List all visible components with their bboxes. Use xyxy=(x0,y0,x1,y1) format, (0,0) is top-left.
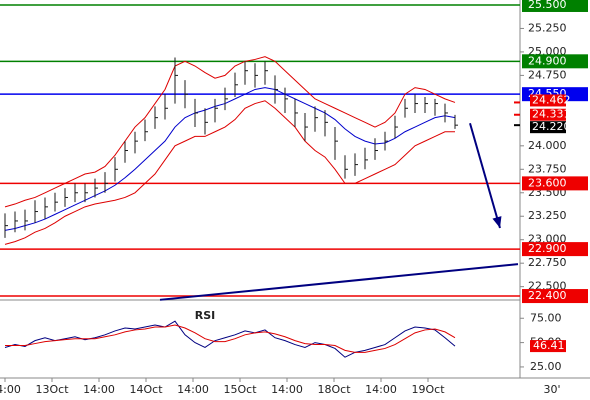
level-box xyxy=(522,242,588,257)
y-tick-label: 25.250 xyxy=(528,21,567,34)
level-box xyxy=(522,176,588,191)
last-value-label: 24.220 xyxy=(532,120,571,133)
indicator-line xyxy=(4,56,456,208)
indicator-line xyxy=(4,100,455,245)
last-value-box xyxy=(530,121,566,134)
rsi-title: RSI xyxy=(195,309,216,322)
x-tick-label: 14:00 xyxy=(0,383,21,396)
y-tick-label: 23.250 xyxy=(528,209,567,222)
y-tick-label: 22.750 xyxy=(528,256,567,269)
x-tick-label: 14:00 xyxy=(177,383,209,396)
rsi-value-label: 46.41 xyxy=(533,339,565,352)
period-label: 30' xyxy=(543,383,560,396)
last-value-label: 24.331 xyxy=(532,108,571,121)
last-value-box xyxy=(530,94,566,107)
y-tick-label: 24.750 xyxy=(528,68,567,81)
level-label: 25.500 xyxy=(528,0,567,11)
x-tick-label: 18Oct xyxy=(317,383,351,396)
x-tick-label: 19Oct xyxy=(411,383,445,396)
x-tick-label: 14Oct xyxy=(129,383,163,396)
level-box xyxy=(522,289,588,304)
level-label: 22.400 xyxy=(528,289,567,302)
indicator-line xyxy=(4,87,456,231)
y-tick-label: 23.750 xyxy=(528,162,567,175)
arrow-head xyxy=(492,216,502,228)
x-tick-label: 15Oct xyxy=(223,383,257,396)
rsi-tick-label: 75.00 xyxy=(530,311,562,324)
x-tick-label: 14:00 xyxy=(365,383,397,396)
rsi-value-box xyxy=(530,340,566,353)
y-tick-label: 24.000 xyxy=(528,139,567,152)
rsi-tick-label: 25.00 xyxy=(530,360,562,373)
x-tick-label: 13Oct xyxy=(35,383,69,396)
last-value-label: 24.462 xyxy=(532,93,571,106)
x-tick-label: 14:00 xyxy=(271,383,303,396)
level-label: 24.900 xyxy=(528,54,567,67)
last-value-box xyxy=(530,108,566,121)
x-tick-label: 14:00 xyxy=(83,383,115,396)
rsi-line xyxy=(5,324,456,353)
level-label: 22.900 xyxy=(528,242,567,255)
arrow-shaft xyxy=(469,123,501,229)
level-box xyxy=(522,54,588,69)
trend-line xyxy=(159,263,519,301)
level-label: 23.600 xyxy=(528,176,567,189)
level-box xyxy=(522,0,588,12)
